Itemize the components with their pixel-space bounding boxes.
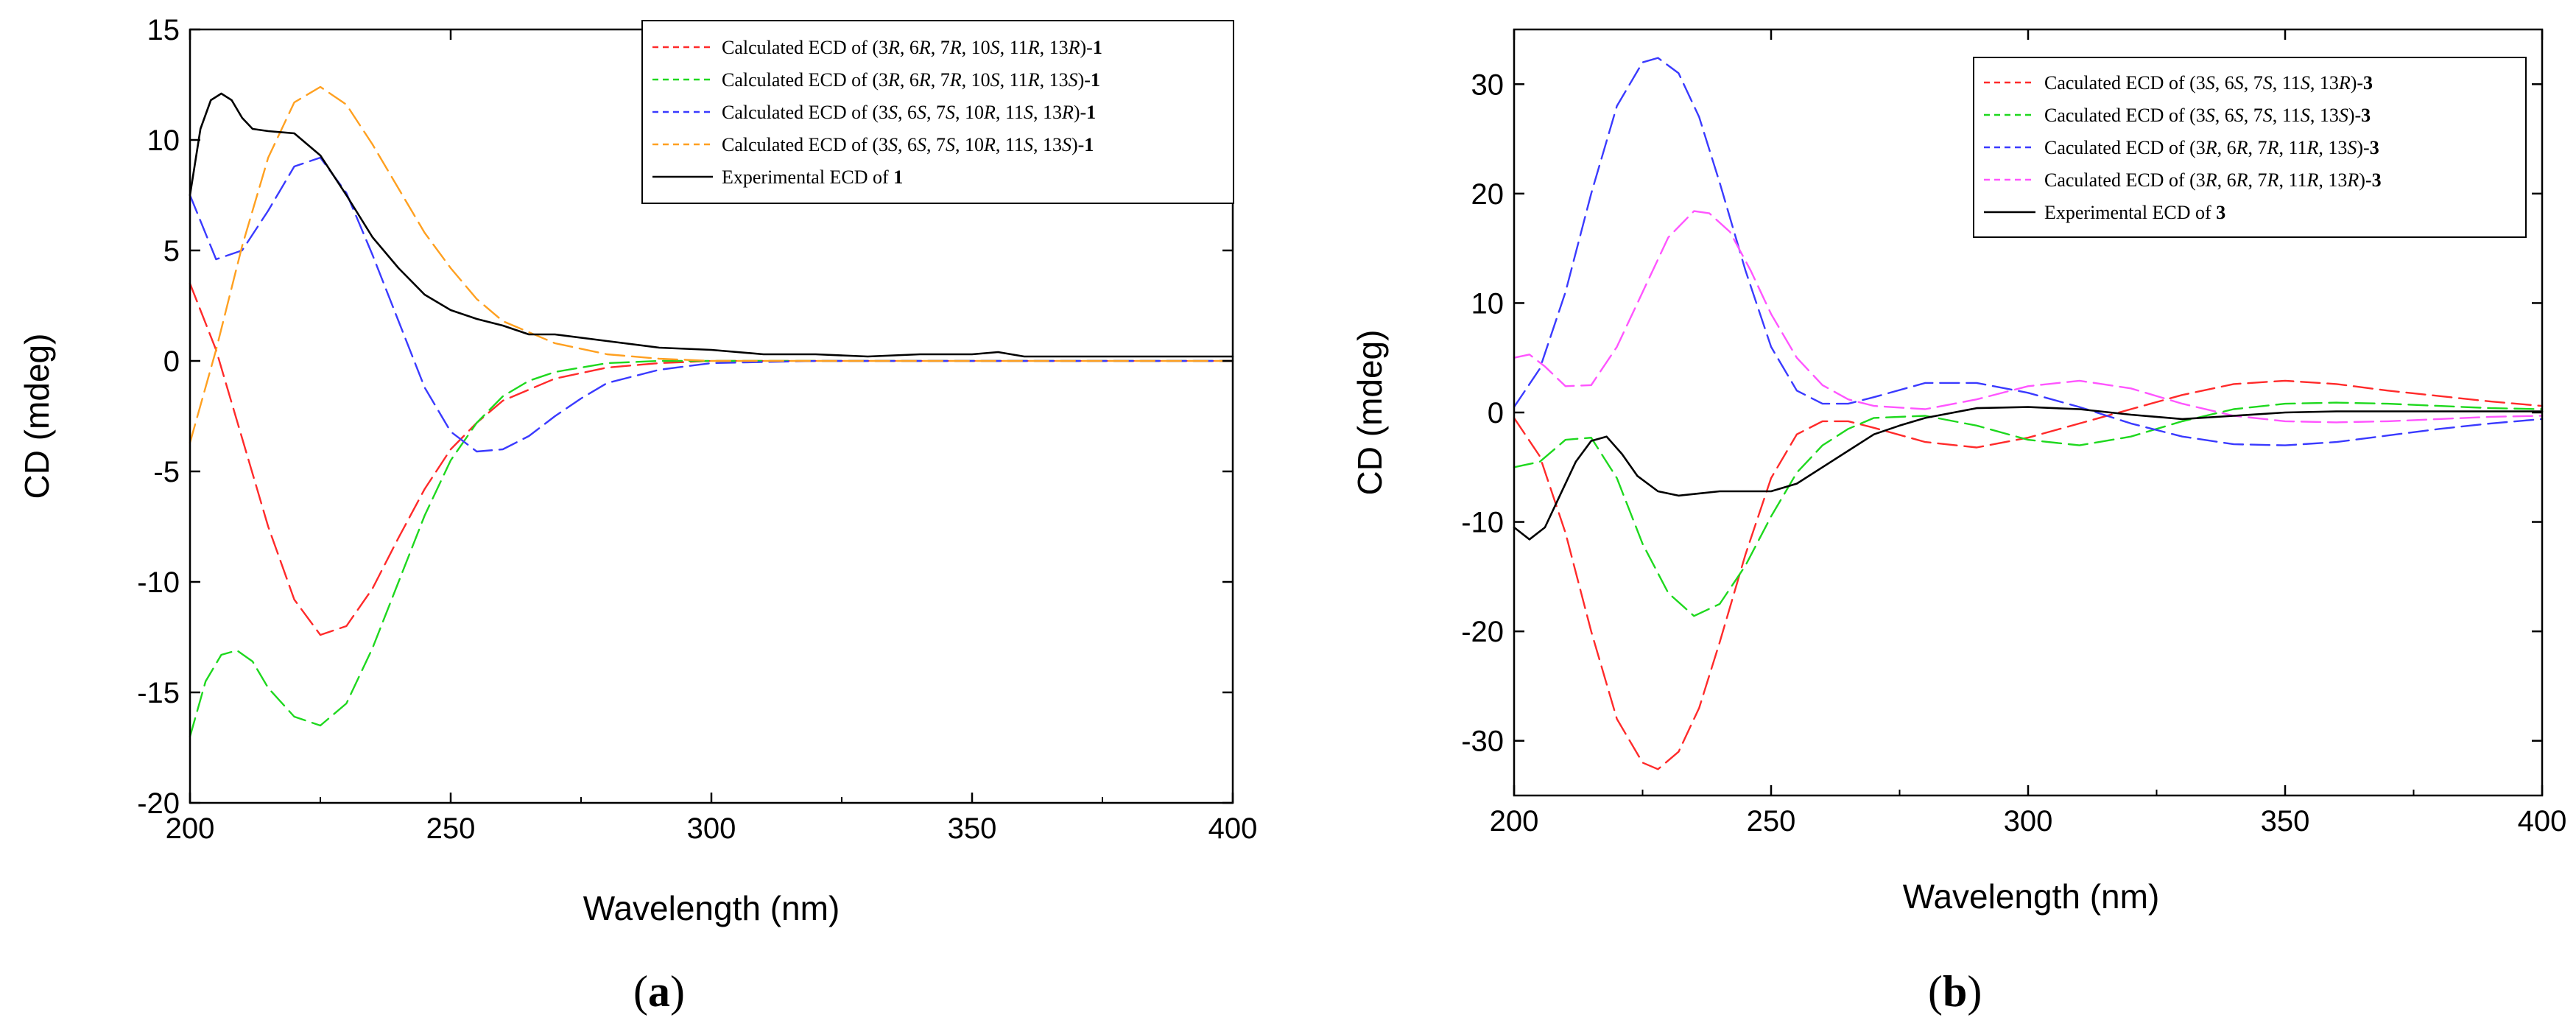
x-tick-label: 350 bbox=[948, 812, 997, 845]
x-axis-label: Wavelength (nm) bbox=[583, 889, 840, 927]
series-line-b_s3 bbox=[1513, 57, 2544, 446]
series-line-a_s2 bbox=[189, 359, 1234, 738]
legend-entry: Caculated ECD of (3S, 6S, 7S, 11S, 13S)-… bbox=[2044, 105, 2371, 126]
y-tick-label: -20 bbox=[137, 787, 180, 820]
y-tick-label: -10 bbox=[137, 566, 180, 599]
y-tick-label: -20 bbox=[1461, 616, 1504, 648]
series-line-b_s5 bbox=[1513, 406, 2544, 541]
y-tick-label: 0 bbox=[1488, 397, 1504, 429]
legend-entry: Experimental ECD of 1 bbox=[722, 166, 903, 188]
legend-entry: Calculated ECD of (3S, 6S, 7S, 10R, 11S,… bbox=[722, 134, 1094, 155]
y-tick-label: 30 bbox=[1471, 69, 1505, 101]
legend: Calculated ECD of (3R, 6R, 7R, 10S, 11R,… bbox=[641, 20, 1234, 204]
legend-entry: Caculated ECD of (3R, 6R, 7R, 11R, 13S)-… bbox=[2044, 137, 2379, 158]
x-tick-label: 200 bbox=[1490, 805, 1539, 837]
y-axis-label: CD (mdeg) bbox=[1351, 330, 1389, 496]
x-tick-label: 200 bbox=[166, 812, 215, 845]
y-tick-label: -30 bbox=[1461, 726, 1504, 758]
legend-entry: Calculated ECD of (3R, 6R, 7R, 10S, 11R,… bbox=[722, 69, 1100, 91]
y-tick-label: -5 bbox=[153, 456, 180, 488]
series-line-a_s3 bbox=[189, 156, 1234, 453]
y-tick-label: -15 bbox=[137, 677, 180, 709]
x-tick-label: 400 bbox=[2518, 805, 2567, 837]
series-line-b_s1 bbox=[1513, 379, 2544, 770]
x-tick-label: 400 bbox=[1208, 812, 1258, 845]
x-tick-label: 300 bbox=[687, 812, 736, 845]
chart-panel-a: 200 250 300 350 400 -20 -15 -10 -5 0 5 10 15 Wavelen… bbox=[18, 14, 1257, 1016]
y-tick-label: 5 bbox=[163, 235, 180, 267]
y-tick-label: 15 bbox=[147, 14, 180, 46]
chart-panel-b: 200 250 300 350 400 -30 -20 -10 0 10 20 30 Waveleng… bbox=[1351, 28, 2567, 1016]
legend: Caculated ECD of (3S, 6S, 7S, 11S, 13R)-… bbox=[1973, 57, 2527, 238]
panel-label: (a) bbox=[633, 967, 685, 1016]
legend-entry: Caculated ECD of (3S, 6S, 7S, 11S, 13R)-… bbox=[2044, 72, 2373, 94]
panel-label: (b) bbox=[1928, 967, 1982, 1016]
x-tick-label: 250 bbox=[426, 812, 476, 845]
x-tick-label: 300 bbox=[2004, 805, 2053, 837]
series-line-b_s4 bbox=[1513, 210, 2544, 424]
legend-entry: Experimental ECD of 3 bbox=[2044, 202, 2225, 223]
series-line-a_s5 bbox=[189, 92, 1234, 358]
y-axis-label: CD (mdeg) bbox=[18, 334, 56, 499]
y-tick-label: 10 bbox=[147, 124, 180, 157]
legend-entry: Calculated ECD of (3S, 6S, 7S, 10R, 11S,… bbox=[722, 102, 1096, 123]
series-line-a_s1 bbox=[189, 282, 1234, 636]
legend-box bbox=[641, 20, 1234, 204]
legend-entry: Calculated ECD of (3R, 6R, 7R, 10S, 11R,… bbox=[722, 37, 1102, 58]
x-axis-label: Wavelength (nm) bbox=[1903, 877, 2160, 916]
y-tick-label: 10 bbox=[1471, 287, 1505, 320]
legend-entry: Caculated ECD of (3R, 6R, 7R, 11R, 13R)-… bbox=[2044, 169, 2382, 191]
y-tick-label: 20 bbox=[1471, 178, 1505, 211]
series-line-a_s4 bbox=[189, 85, 1234, 444]
x-tick-label: 350 bbox=[2261, 805, 2310, 837]
x-tick-label: 250 bbox=[1747, 805, 1796, 837]
y-tick-label: -10 bbox=[1461, 507, 1504, 539]
legend-box bbox=[1973, 57, 2527, 238]
series-line-b_s2 bbox=[1513, 401, 2544, 617]
y-tick-label: 0 bbox=[163, 345, 180, 378]
